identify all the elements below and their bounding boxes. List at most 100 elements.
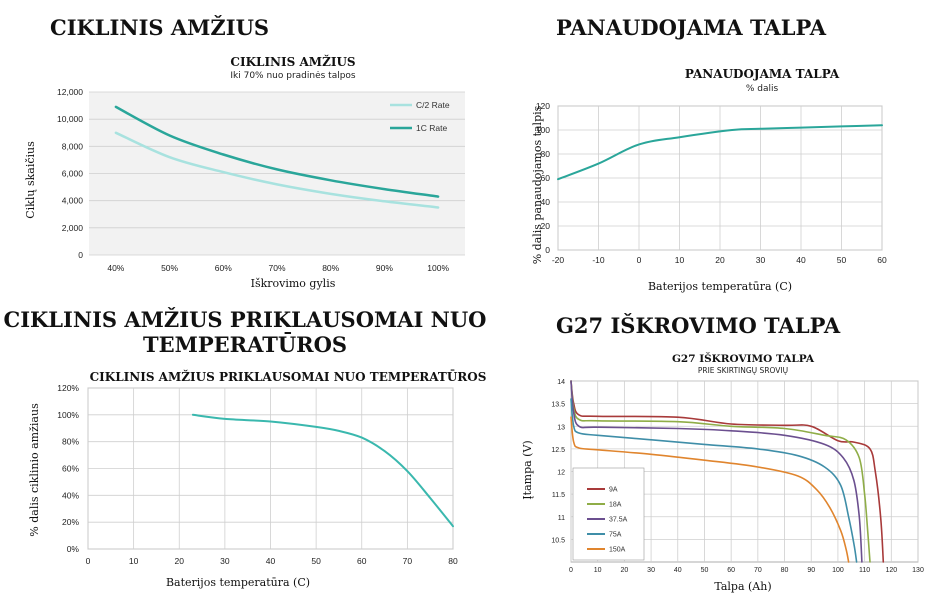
usable-capacity-grid <box>557 105 883 251</box>
x-tick-label: 70 <box>403 556 413 566</box>
x-tick-label: 50 <box>701 567 709 574</box>
x-tick-label: 50% <box>161 263 178 273</box>
legend-label-1c-rate: 1C Rate <box>416 123 447 133</box>
x-tick-label: 90 <box>807 567 815 574</box>
x-tick-label: 0 <box>86 556 91 566</box>
x-tick-label: 10 <box>594 567 602 574</box>
series-9a-line <box>570 380 885 563</box>
cycle-life-y-ticks: 0 2,000 4,000 6,000 8,000 10,000 12,000 <box>57 87 83 260</box>
y-tick-label: 0 <box>545 245 550 255</box>
y-tick-label: 12,000 <box>57 87 83 97</box>
usable-capacity-chart-subtitle: % dalis <box>746 84 779 94</box>
usable-capacity-heading: PANAUDOJAMA TALPA <box>556 15 827 40</box>
temp-life-chart-title: CIKLINIS AMŽIUS PRIKLAUSOMAI NUO TEMPERA… <box>90 369 487 384</box>
x-tick-label: -10 <box>592 255 605 265</box>
x-tick-label: 70% <box>268 263 285 273</box>
y-tick-label: 60 <box>541 173 551 183</box>
x-tick-label: 110 <box>859 567 870 574</box>
x-tick-label: 30 <box>647 567 655 574</box>
series-75a-line <box>570 398 858 563</box>
discharge-chart-title: G27 IŠKROVIMO TALPA <box>672 351 815 365</box>
temp-life-x-ticks: 0 10 20 30 40 50 60 70 80 <box>86 556 458 566</box>
x-tick-label: 40 <box>674 567 682 574</box>
temp-life-heading-line2: TEMPERATŪROS <box>143 332 347 357</box>
legend-label-75a: 75A <box>609 532 622 539</box>
usable-capacity-chart-title: PANAUDOJAMA TALPA <box>685 67 840 81</box>
x-tick-label: 20 <box>620 567 628 574</box>
y-tick-label: 11 <box>558 515 565 522</box>
discharge-x-ticks: 0 10 20 30 40 50 60 70 80 90 100 110 120 130 <box>569 567 924 574</box>
cycle-life-heading: CIKLINIS AMŽIUS <box>50 15 269 40</box>
x-tick-label: 70 <box>754 567 762 574</box>
cycle-life-x-ticks: 40% 50% 60% 70% 80% 90% 100% <box>107 263 449 273</box>
temp-life-grid <box>87 387 454 550</box>
x-tick-label: 0 <box>569 567 573 574</box>
legend-label-c2-rate: C/2 Rate <box>416 100 450 110</box>
x-tick-label: 130 <box>912 567 924 574</box>
y-tick-label: 4,000 <box>62 196 84 206</box>
x-tick-label: 40% <box>107 263 124 273</box>
x-tick-label: 30 <box>220 556 230 566</box>
y-tick-label: 100% <box>57 410 79 420</box>
x-tick-label: 100 <box>832 567 844 574</box>
legend-label-37-5a: 37.5A <box>609 517 628 524</box>
y-tick-label: 10,000 <box>57 114 83 124</box>
x-tick-label: 60% <box>215 263 232 273</box>
legend-label-9a: 9A <box>609 487 618 494</box>
y-tick-label: 40 <box>541 197 551 207</box>
y-tick-label: 8,000 <box>62 141 84 151</box>
x-tick-label: 80 <box>781 567 789 574</box>
usable-capacity-x-ticks: -20 -10 0 10 20 30 40 50 60 <box>552 255 887 265</box>
y-tick-label: 40% <box>62 490 79 500</box>
x-tick-label: 20 <box>715 255 725 265</box>
x-tick-label: 50 <box>837 255 847 265</box>
x-tick-label: 90% <box>376 263 393 273</box>
temp-life-x-label: Baterijos temperatūra (C) <box>166 576 310 589</box>
series-line-line <box>557 124 883 181</box>
y-tick-label: 14 <box>557 379 565 386</box>
y-tick-label: 80% <box>62 437 79 447</box>
discharge-chart-subtitle: PRIE SKIRTINGŲ SROVIŲ <box>698 366 788 375</box>
y-tick-label: 10.5 <box>551 537 565 544</box>
x-tick-label: 40 <box>266 556 276 566</box>
discharge-x-label: Talpa (Ah) <box>714 580 771 593</box>
y-tick-label: 100 <box>536 125 550 135</box>
x-tick-label: 50 <box>311 556 321 566</box>
x-tick-label: 10 <box>675 255 685 265</box>
y-tick-label: 120 <box>536 101 550 111</box>
x-tick-label: 30 <box>756 255 766 265</box>
y-tick-label: 2,000 <box>62 223 84 233</box>
discharge-legend: 9A 18A 37.5A 75A 150A <box>587 487 628 554</box>
cycle-life-x-label: Iškrovimo gylis <box>251 277 336 290</box>
discharge-legend-box <box>572 467 645 561</box>
legend-label-18a: 18A <box>609 502 622 509</box>
y-tick-label: 60% <box>62 464 79 474</box>
usable-capacity-y-ticks: 0 20 40 60 80 100 120 <box>536 101 550 255</box>
series-37-5a-line <box>570 380 863 563</box>
cycle-life-chart-subtitle: Iki 70% nuo pradinės talpos <box>230 71 356 81</box>
x-tick-label: 0 <box>637 255 642 265</box>
x-tick-label: 80% <box>322 263 339 273</box>
y-tick-label: 120% <box>57 383 79 393</box>
usable-capacity-y-label: % dalis panaudojamos talpis <box>531 105 544 264</box>
discharge-heading: G27 IŠKROVIMO TALPA <box>556 313 841 338</box>
temp-life-lines <box>191 413 454 528</box>
x-tick-label: 20 <box>175 556 185 566</box>
series-150a-line <box>570 416 850 563</box>
x-tick-label: 60 <box>727 567 735 574</box>
y-tick-label: 12.5 <box>551 447 565 454</box>
x-tick-label: 120 <box>885 567 897 574</box>
y-tick-label: 80 <box>541 149 551 159</box>
cycle-life-y-label: Ciklų skaičius <box>24 141 37 219</box>
series-1c-rate-line <box>114 105 440 198</box>
usable-capacity-x-label: Baterijos temperatūra (C) <box>648 280 792 293</box>
discharge-y-ticks: 10.5 11 11.5 12 12.5 13 13.5 14 <box>551 379 565 544</box>
y-tick-label: 0% <box>67 544 80 554</box>
cycle-life-chart-title: CIKLINIS AMŽIUS <box>230 54 355 69</box>
y-tick-label: 20% <box>62 517 79 527</box>
x-tick-label: 80 <box>448 556 458 566</box>
x-tick-label: 10 <box>129 556 139 566</box>
cycle-life-lines <box>114 105 440 209</box>
discharge-chart: G27 IŠKROVIMO TALPA PRIE SKIRTINGŲ SROVI… <box>521 351 924 593</box>
